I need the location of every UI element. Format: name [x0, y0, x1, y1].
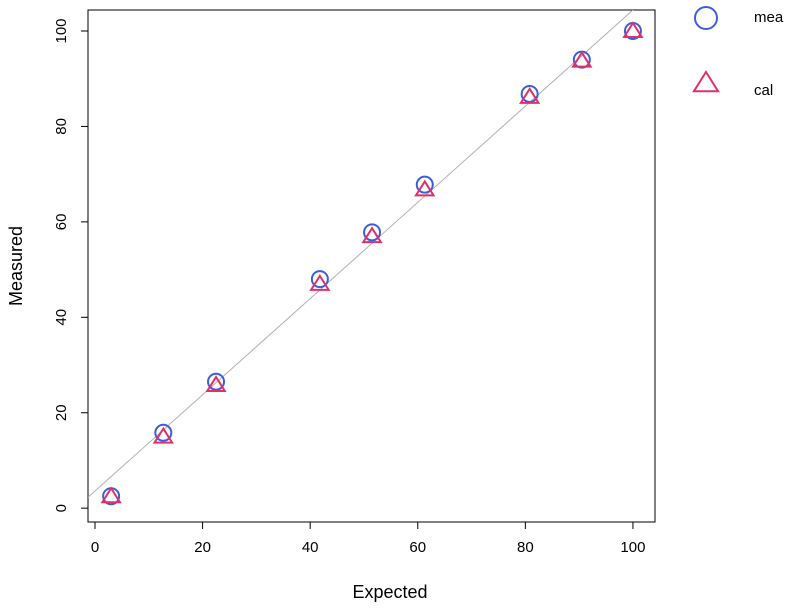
point [622, 21, 644, 38]
point [309, 274, 331, 291]
legend-marker [694, 6, 718, 30]
y-axis-label: Measured [6, 226, 26, 306]
point [361, 226, 383, 244]
point [571, 50, 593, 68]
y-tick-label: 80 [53, 118, 70, 135]
legend-marker [692, 70, 720, 93]
point [310, 270, 329, 289]
y-tick-label: 100 [53, 18, 70, 43]
x-tick-label: 20 [194, 539, 211, 556]
point [100, 486, 122, 504]
point [363, 223, 382, 242]
y-tick-label: 20 [53, 404, 70, 421]
x-axis-label: Expected [352, 582, 427, 602]
point [207, 372, 226, 391]
point [205, 375, 227, 393]
x-tick-label: 0 [91, 539, 99, 556]
x-tick-label: 80 [517, 539, 534, 556]
point [414, 179, 436, 197]
y-tick-label: 40 [53, 309, 70, 326]
plot-frame [87, 9, 656, 523]
x-tick-label: 100 [620, 539, 645, 556]
legend-label: cal [754, 82, 773, 99]
point [415, 175, 434, 194]
point [154, 423, 173, 442]
y-tick-label: 60 [53, 214, 70, 231]
point [519, 86, 541, 104]
reference-line [88, 10, 634, 498]
point [152, 426, 174, 444]
x-tick-label: 60 [409, 539, 426, 556]
x-tick-label: 40 [302, 539, 319, 556]
y-tick-label: 0 [53, 504, 70, 512]
legend-label: mea [754, 9, 784, 26]
